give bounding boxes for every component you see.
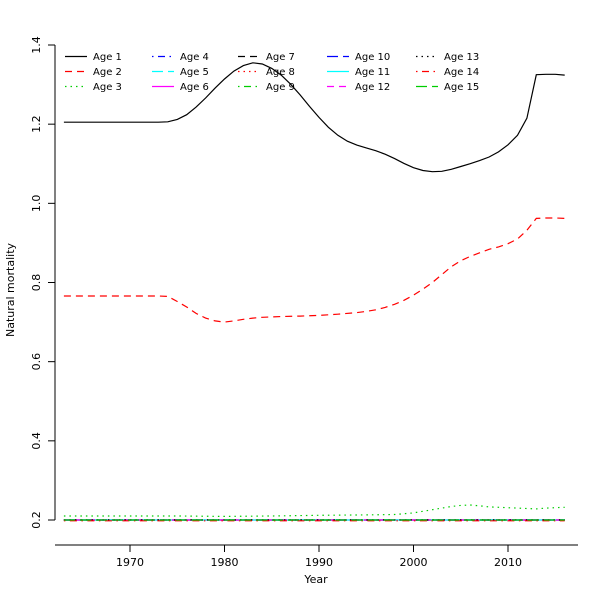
x-tick-label-1990: 1990: [305, 556, 333, 569]
legend-entry-age-12: Age 12: [327, 82, 390, 93]
legend-label: Age 15: [444, 82, 479, 93]
legend-label: Age 1: [93, 52, 122, 63]
legend-label: Age 5: [180, 67, 209, 78]
y-tick-label-0.6: 0.6: [30, 353, 43, 371]
legend-label: Age 7: [266, 52, 295, 63]
axes: 1970 1980 1990 2000 2010 0.2 0.4 0.6 0.8 1.0 1.2 1.…: [30, 36, 578, 569]
legend-label: Age 9: [266, 82, 295, 93]
y-tick-label-1.0: 1.0: [30, 195, 43, 213]
legend-entry-age-6: Age 6: [152, 82, 209, 93]
series-line-age-3: [63, 504, 565, 518]
y-tick-label-1.2: 1.2: [30, 115, 43, 132]
x-axis-title: Year: [303, 573, 328, 586]
x-tick-label-2000: 2000: [400, 556, 428, 569]
x-tick-label-2010: 2010: [494, 556, 522, 569]
legend-entry-age-4: Age 4: [152, 52, 209, 63]
legend-entry-age-11: Age 11: [327, 67, 390, 78]
legend-entry-age-8: Age 8: [238, 67, 295, 78]
y-tick-label-0.4: 0.4: [30, 432, 43, 450]
legend-entry-age-15: Age 15: [416, 82, 479, 93]
x-tick-label-1970: 1970: [116, 556, 144, 569]
legend-entry-age-13: Age 13: [416, 52, 479, 63]
legend-label: Age 10: [355, 52, 390, 63]
legend-label: Age 4: [180, 52, 209, 63]
series-line-age-2: [63, 217, 565, 323]
legend-entry-age-5: Age 5: [152, 67, 209, 78]
y-axis-title: Natural mortality: [4, 242, 17, 337]
legend: Age 1 Age 2 Age 3 Age 4 Age 5 Age 6 Age 7 Age 8…: [65, 52, 479, 93]
x-tick-label-1980: 1980: [211, 556, 239, 569]
legend-entry-age-3: Age 3: [65, 82, 122, 93]
legend-label: Age 2: [93, 67, 122, 78]
legend-entry-age-2: Age 2: [65, 67, 122, 78]
y-tick-label-0.2: 0.2: [30, 511, 43, 529]
legend-label: Age 14: [444, 67, 479, 78]
legend-entry-age-9: Age 9: [238, 82, 295, 93]
legend-label: Age 6: [180, 82, 209, 93]
legend-label: Age 3: [93, 82, 122, 93]
legend-label: Age 12: [355, 82, 390, 93]
y-tick-label-0.8: 0.8: [30, 274, 43, 292]
legend-label: Age 11: [355, 67, 390, 78]
series-lines: [63, 62, 565, 522]
legend-entry-age-10: Age 10: [327, 52, 390, 63]
legend-label: Age 13: [444, 52, 479, 63]
y-tick-label-1.4: 1.4: [30, 36, 43, 54]
legend-label: Age 8: [266, 67, 295, 78]
legend-entry-age-14: Age 14: [416, 67, 479, 78]
legend-entry-age-1: Age 1: [65, 52, 122, 63]
series-line-age-1: [63, 62, 565, 173]
legend-entry-age-7: Age 7: [238, 52, 295, 63]
